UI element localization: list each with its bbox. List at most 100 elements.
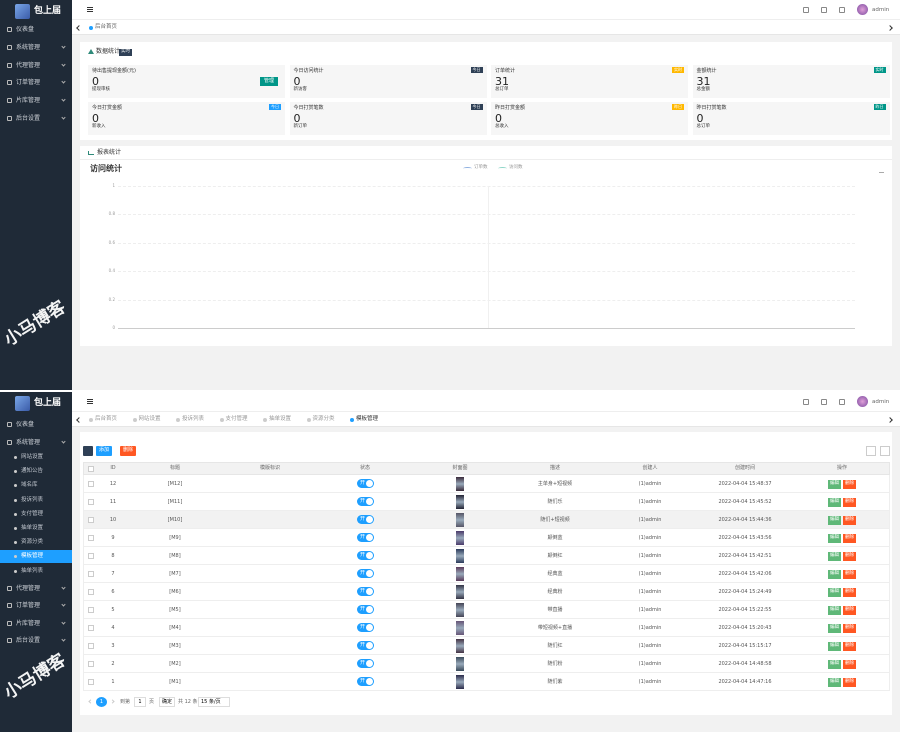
- tab[interactable]: 后台首页: [95, 416, 118, 422]
- add-button[interactable]: 添加: [96, 446, 113, 456]
- edit-button[interactable]: 编辑: [828, 480, 841, 489]
- page-size[interactable]: 15 条/页: [198, 697, 230, 707]
- edit-button[interactable]: 编辑: [828, 606, 841, 615]
- menu-item[interactable]: 片库管理: [16, 97, 41, 105]
- header-icon[interactable]: [821, 399, 827, 405]
- status-switch[interactable]: 开: [357, 641, 374, 650]
- menu-toggle[interactable]: [87, 9, 93, 11]
- checkbox[interactable]: [88, 643, 94, 649]
- menu-toggle[interactable]: [87, 401, 93, 403]
- tool-icon[interactable]: [880, 446, 890, 456]
- remove-button[interactable]: 删除: [843, 588, 856, 597]
- menu-item[interactable]: 片库管理: [16, 619, 41, 627]
- tab[interactable]: 抽单设置: [269, 416, 292, 422]
- menu-item[interactable]: 仪表盘: [16, 421, 35, 428]
- checkbox[interactable]: [88, 481, 94, 487]
- remove-button[interactable]: 删除: [843, 516, 856, 525]
- user-name[interactable]: admin: [872, 399, 890, 405]
- header-icon[interactable]: [821, 7, 827, 13]
- menu-item[interactable]: 代理管理: [16, 584, 41, 592]
- tab[interactable]: 资源分类: [312, 416, 335, 422]
- checkbox[interactable]: [88, 466, 94, 472]
- page-input[interactable]: 1: [134, 697, 146, 707]
- menu-item[interactable]: 订单管理: [16, 79, 41, 87]
- remove-button[interactable]: 删除: [843, 552, 856, 561]
- tab[interactable]: 后台首页: [95, 24, 118, 30]
- tab[interactable]: 投诉列表: [182, 416, 205, 422]
- checkbox[interactable]: [88, 517, 94, 523]
- remove-button[interactable]: 删除: [843, 480, 856, 489]
- status-switch[interactable]: 开: [357, 515, 374, 524]
- tab[interactable]: 支付管理: [225, 416, 248, 422]
- status-switch[interactable]: 开: [357, 587, 374, 596]
- submenu-item[interactable]: 资源分类: [21, 539, 44, 546]
- checkbox[interactable]: [88, 499, 94, 505]
- menu-toggle[interactable]: [87, 7, 93, 8]
- edit-button[interactable]: 编辑: [828, 624, 841, 633]
- refresh-button[interactable]: [83, 446, 93, 456]
- delete-button[interactable]: 删除: [120, 446, 137, 456]
- status-switch[interactable]: 开: [357, 479, 374, 488]
- status-switch[interactable]: 开: [357, 569, 374, 578]
- tool-icon[interactable]: [866, 446, 876, 456]
- edit-button[interactable]: 编辑: [828, 660, 841, 669]
- edit-button[interactable]: 编辑: [828, 552, 841, 561]
- menu-item[interactable]: 后台设置: [16, 115, 41, 122]
- header-icon[interactable]: [839, 7, 845, 13]
- menu-toggle[interactable]: [87, 11, 93, 13]
- card-button[interactable]: 管理: [259, 77, 278, 86]
- header-icon[interactable]: [803, 399, 809, 405]
- remove-button[interactable]: 删除: [843, 624, 856, 633]
- menu-item[interactable]: 仪表盘: [16, 26, 35, 33]
- submenu-item[interactable]: 抽单列表: [21, 567, 44, 574]
- remove-button[interactable]: 删除: [843, 678, 856, 687]
- menu-item[interactable]: 后台设置: [16, 637, 41, 645]
- edit-button[interactable]: 编辑: [828, 588, 841, 597]
- remove-button[interactable]: 删除: [843, 660, 856, 669]
- edit-button[interactable]: 编辑: [828, 516, 841, 525]
- submenu-item[interactable]: 支付管理: [21, 510, 44, 517]
- submenu-item[interactable]: 域名库: [21, 482, 38, 489]
- menu-item[interactable]: 订单管理: [16, 602, 41, 610]
- menu-toggle[interactable]: [87, 399, 93, 400]
- checkbox[interactable]: [88, 661, 94, 667]
- remove-button[interactable]: 删除: [843, 642, 856, 651]
- remove-button[interactable]: 删除: [843, 606, 856, 615]
- submenu-item[interactable]: 网站设置: [21, 454, 44, 460]
- menu-item[interactable]: 代理管理: [16, 61, 41, 69]
- download-icon[interactable]: [879, 168, 884, 173]
- checkbox[interactable]: [88, 625, 94, 631]
- checkbox[interactable]: [88, 571, 94, 577]
- user-name[interactable]: admin: [872, 7, 890, 13]
- submenu-item[interactable]: 投诉列表: [21, 496, 44, 503]
- tab[interactable]: 网站设置: [138, 416, 161, 422]
- menu-item[interactable]: 系统管理: [16, 438, 41, 446]
- status-switch[interactable]: 开: [357, 677, 374, 686]
- checkbox[interactable]: [88, 607, 94, 613]
- edit-button[interactable]: 编辑: [828, 642, 841, 651]
- checkbox[interactable]: [88, 535, 94, 541]
- submenu-item[interactable]: 模板管理: [21, 553, 44, 560]
- status-switch[interactable]: 开: [357, 605, 374, 614]
- menu-item[interactable]: 系统管理: [16, 43, 41, 51]
- edit-button[interactable]: 编辑: [828, 678, 841, 687]
- header-icon[interactable]: [803, 7, 809, 13]
- status-switch[interactable]: 开: [357, 533, 374, 542]
- edit-button[interactable]: 编辑: [828, 534, 841, 543]
- checkbox[interactable]: [88, 589, 94, 595]
- menu-toggle[interactable]: [87, 403, 93, 405]
- tab[interactable]: 模板管理: [356, 416, 379, 422]
- confirm-button[interactable]: 确定: [159, 697, 176, 707]
- edit-button[interactable]: 编辑: [828, 570, 841, 579]
- submenu-item[interactable]: 抽单设置: [21, 525, 44, 531]
- status-switch[interactable]: 开: [357, 623, 374, 632]
- remove-button[interactable]: 删除: [843, 534, 856, 543]
- remove-button[interactable]: 删除: [843, 498, 856, 507]
- edit-button[interactable]: 编辑: [828, 498, 841, 507]
- header-icon[interactable]: [839, 399, 845, 405]
- status-switch[interactable]: 开: [357, 659, 374, 668]
- checkbox[interactable]: [88, 553, 94, 559]
- status-switch[interactable]: 开: [357, 497, 374, 506]
- submenu-item[interactable]: 通知公告: [21, 468, 44, 475]
- status-switch[interactable]: 开: [357, 551, 374, 560]
